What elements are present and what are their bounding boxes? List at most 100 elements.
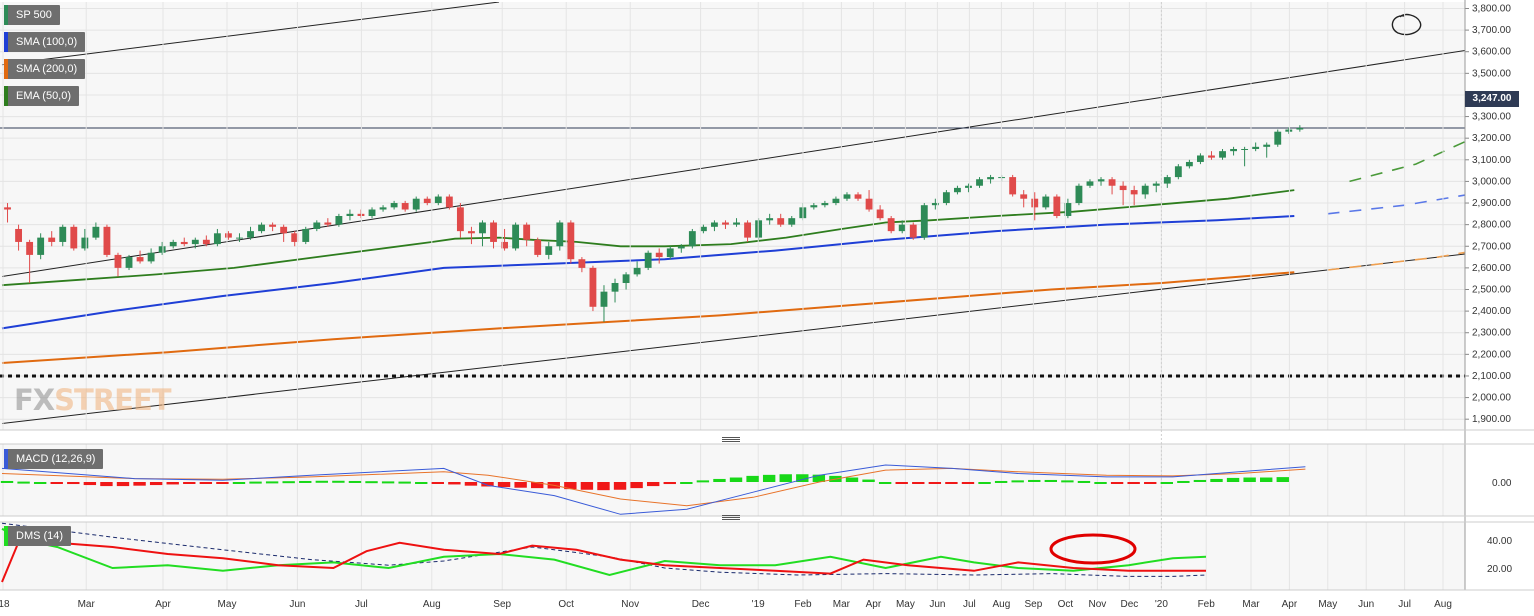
candle-body (1219, 151, 1226, 158)
y-tick-label: 2,800.00 (1472, 220, 1511, 231)
candle-body (247, 231, 254, 238)
candle-body (1009, 177, 1017, 195)
legend-tag-sma100[interactable]: SMA (100,0) (4, 32, 86, 52)
candle-body (479, 222, 486, 234)
candle-body (677, 246, 685, 249)
macd-histogram-bar (282, 481, 295, 484)
x-tick-label: Sep (1025, 599, 1043, 610)
candle-body (4, 207, 11, 210)
y-tick-label: 2,400.00 (1472, 306, 1511, 317)
candle-body (898, 224, 906, 232)
candle-body (821, 203, 829, 206)
candle-body (523, 224, 531, 240)
macd-histogram-bar (1160, 482, 1173, 484)
candle-body (1119, 185, 1127, 191)
x-tick-label: Feb (794, 599, 812, 610)
candle-body (545, 246, 553, 255)
candle-body (1130, 190, 1138, 195)
candle-body (169, 241, 177, 247)
macd-histogram-bar (1061, 480, 1074, 483)
x-tick-label: May (896, 599, 915, 610)
macd-histogram-bar (663, 482, 676, 485)
candle-body (335, 216, 343, 225)
y-tick-label: 3,500.00 (1472, 68, 1511, 79)
candle-body (876, 209, 884, 219)
macd-histogram-bar (1276, 477, 1289, 482)
legend-tag-sp500[interactable]: SP 500 (4, 5, 60, 25)
y-tick-label: 3,100.00 (1472, 155, 1511, 166)
y-tick-label: 3,000.00 (1472, 176, 1511, 187)
candle-body (777, 218, 785, 225)
macd-histogram-bar (762, 474, 776, 482)
x-tick-label: Mar (1242, 599, 1260, 610)
candle-body (1141, 185, 1149, 195)
y-tick-label: 3,800.00 (1472, 3, 1511, 14)
x-tick-label: Oct (558, 599, 574, 610)
x-tick-label: Apr (1282, 599, 1298, 610)
macd-histogram-bar (299, 480, 312, 483)
candle-body (942, 192, 950, 204)
candle-body (136, 257, 144, 262)
x-tick-label: Nov (621, 599, 639, 610)
macd-histogram-bar (199, 482, 213, 484)
ema50-projection (1349, 140, 1465, 183)
candle-body (445, 196, 453, 208)
macd-histogram-bar (630, 482, 643, 489)
y-tick-label: 2,000.00 (1472, 393, 1511, 404)
macd-histogram-bar (1077, 480, 1091, 483)
macd-histogram-bar (878, 482, 892, 484)
macd-histogram-bar (945, 482, 958, 484)
candle-body (622, 274, 630, 284)
candle-body (711, 222, 718, 227)
legend-tag-macd[interactable]: MACD (12,26,9) (4, 449, 104, 469)
macd-histogram-bar (564, 482, 577, 490)
legend-tag-sma200[interactable]: SMA (200,0) (4, 59, 86, 79)
macd-histogram-bar (1210, 478, 1223, 482)
candle-body (976, 179, 983, 186)
dms-minus-line (1, 527, 1206, 583)
candle-body (1152, 183, 1160, 186)
candle-body (534, 239, 542, 255)
macd-histogram-bar (83, 482, 97, 486)
macd-histogram-bar (1028, 479, 1041, 482)
candle-body (501, 241, 508, 249)
legend-tag-dms[interactable]: DMS (14) (4, 526, 72, 546)
candle-body (766, 218, 774, 221)
candle-body (236, 237, 243, 239)
candle-body (931, 203, 939, 206)
candle-body (213, 233, 221, 245)
pane-resize-handle-macd[interactable] (722, 436, 740, 442)
candle-body (456, 207, 464, 232)
macd-histogram-bar (862, 479, 875, 482)
candle-body (401, 203, 409, 210)
x-tick-label: '19 (752, 599, 765, 610)
x-tick-label: Mar (78, 599, 96, 610)
x-tick-label: Apr (866, 599, 882, 610)
macd-histogram-bar (912, 482, 925, 484)
candle-body (920, 205, 928, 238)
macd-histogram-bar (133, 482, 146, 486)
x-tick-label: May (1318, 599, 1337, 610)
candle-body (191, 239, 199, 245)
candle-body (832, 198, 840, 204)
pane-resize-handle-dms[interactable] (722, 514, 740, 520)
candle-body (1296, 128, 1304, 130)
candle-body (987, 177, 994, 180)
candle-body (379, 207, 387, 210)
candle-body (59, 226, 67, 242)
x-tick-label: Jun (929, 599, 945, 610)
candle-body (722, 222, 729, 225)
candle-body (1053, 196, 1061, 216)
legend-tag-ema50[interactable]: EMA (50,0) (4, 86, 80, 106)
candle-body (258, 224, 265, 232)
macd-histogram-bar (961, 482, 975, 484)
candle-body (1230, 148, 1237, 152)
macd-histogram-bar (67, 482, 80, 485)
candle-body (81, 237, 89, 249)
macd-histogram-bar (332, 480, 345, 483)
candle-body (810, 205, 818, 208)
candle-body (688, 231, 696, 247)
macd-histogram-bar (613, 482, 627, 490)
candle-body (600, 291, 608, 307)
